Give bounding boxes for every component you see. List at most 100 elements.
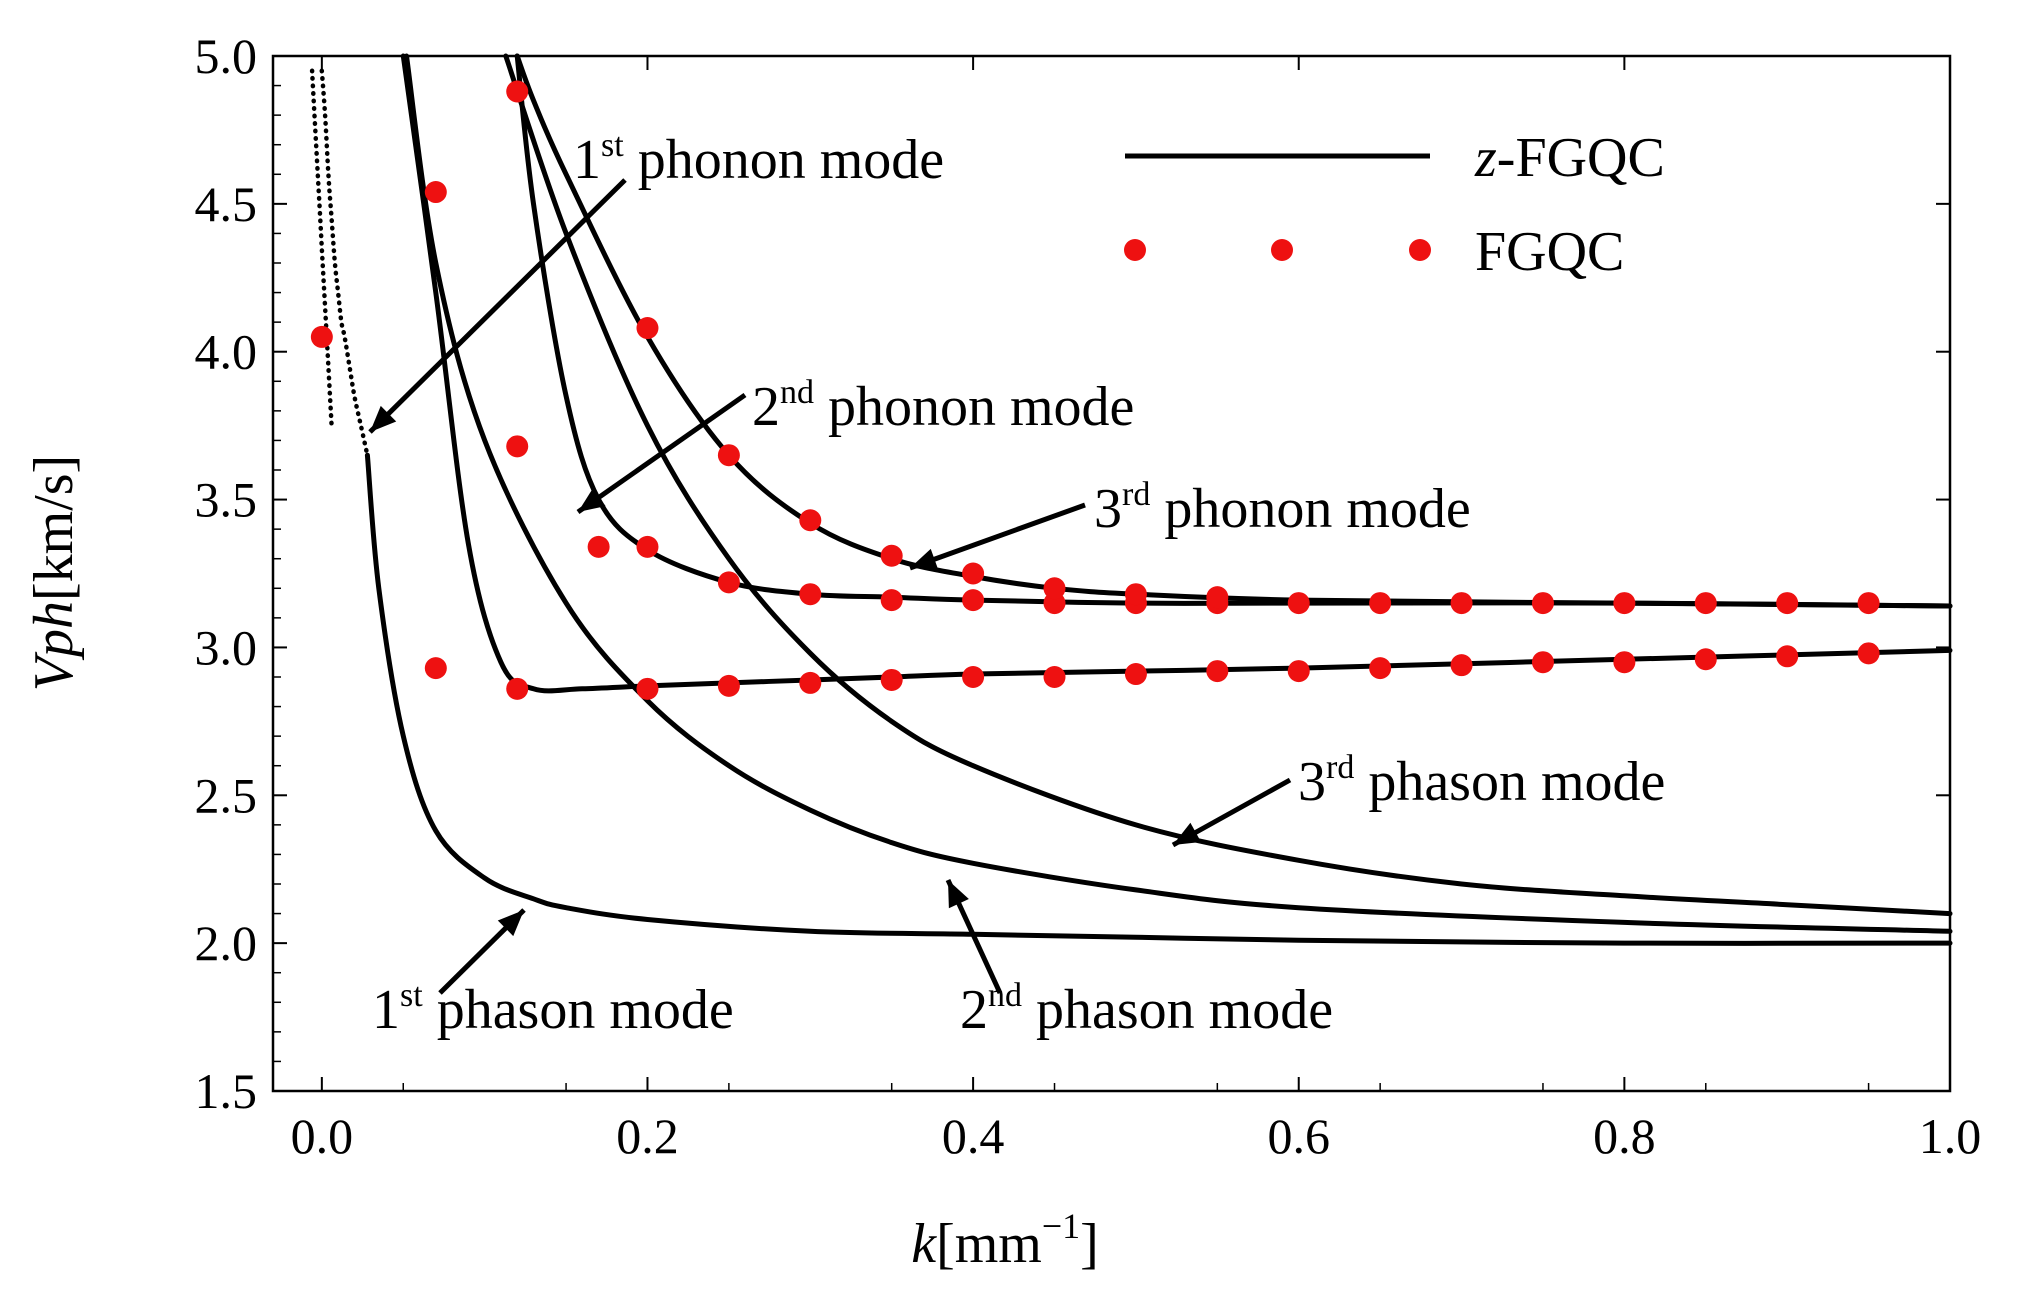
- fgqc-point: [880, 589, 903, 612]
- anno-text: phonon mode: [624, 129, 944, 191]
- annotation-arrow-head: [370, 405, 397, 432]
- x-axis-title: k[mm−1]: [911, 1206, 1099, 1275]
- curve-3rd-phonon-mode: [514, 53, 1953, 609]
- anno-sup: rd: [1122, 476, 1150, 513]
- anno-ord: 1: [573, 129, 601, 191]
- legend-dot-swatch: [1124, 239, 1146, 261]
- anno-ord: 2: [752, 376, 780, 438]
- annotation-2nd-phason: 2nd phason mode: [960, 977, 1333, 1041]
- fgqc-point: [506, 677, 529, 700]
- fgqc-point: [1776, 592, 1799, 615]
- fgqc-point: [1450, 592, 1473, 615]
- fgqc-point: [1206, 660, 1229, 683]
- fgqc-point: [587, 535, 610, 558]
- plot-frame: [271, 54, 1952, 1093]
- curve-3rd-phason-mode: [503, 53, 1953, 917]
- fgqc-point: [717, 571, 740, 594]
- svg-text:1st phonon mode: 1st phonon mode: [573, 127, 944, 191]
- fgqc-point: [636, 677, 659, 700]
- legend-dot-swatch: [1271, 239, 1293, 261]
- x-axis-unit: [mm: [936, 1213, 1042, 1275]
- annotation-arrow-head: [497, 910, 524, 937]
- curve-2nd-phason-mode: [404, 53, 1953, 934]
- anno-sup: rd: [1326, 749, 1354, 786]
- annotation-arrows: [368, 178, 1292, 995]
- fgqc-point: [636, 535, 659, 558]
- annotation-arrow-shaft: [368, 178, 627, 434]
- y-tick-label: 2.0: [195, 915, 258, 971]
- svg-text:1st phason mode: 1st phason mode: [372, 977, 734, 1041]
- y-axis-title: Vph[km/s]: [23, 455, 85, 691]
- fgqc-point: [1694, 648, 1717, 671]
- anno-sup: nd: [988, 977, 1022, 1014]
- fgqc-point: [310, 325, 333, 348]
- fgqc-point: [1124, 583, 1147, 606]
- legend-label-rest: -FGQC: [1497, 127, 1665, 189]
- x-tick-label: 0.4: [942, 1108, 1005, 1164]
- annotation-1st-phason: 1st phason mode: [372, 977, 734, 1041]
- x-axis-close: ]: [1080, 1213, 1099, 1275]
- fgqc-point: [424, 657, 447, 680]
- fgqc-points: [310, 80, 1880, 700]
- fgqc-point: [1857, 592, 1880, 615]
- curve-1st-phonon-mode: [319, 68, 370, 458]
- anno-ord: 3: [1094, 478, 1122, 540]
- y-tick-label: 3.0: [195, 619, 258, 675]
- anno-text: phason mode: [1354, 751, 1665, 813]
- y-tick-label: 4.0: [195, 324, 258, 380]
- svg-text:2nd phonon mode: 2nd phonon mode: [752, 374, 1134, 438]
- y-axis-unit: [km/s]: [23, 455, 85, 601]
- y-axis-var: Vph: [23, 601, 85, 691]
- fgqc-point: [1043, 577, 1066, 600]
- fgqc-point: [962, 589, 985, 612]
- fgqc-point: [799, 509, 822, 532]
- legend: z-FGQC FGQC: [1124, 127, 1665, 283]
- annotation-3rd-phason: 3rd phason mode: [1298, 749, 1665, 813]
- annotation-arrow-head: [948, 880, 969, 909]
- fgqc-point: [962, 666, 985, 688]
- annotation-1st-phonon: 1st phonon mode: [573, 127, 944, 191]
- x-tick-label: 0.0: [291, 1108, 354, 1164]
- legend-dot-swatch: [1409, 239, 1431, 261]
- fgqc-point: [1857, 642, 1880, 665]
- annotation-2nd-phonon: 2nd phonon mode: [752, 374, 1134, 438]
- anno-sup: st: [400, 977, 423, 1014]
- fgqc-point: [506, 435, 529, 458]
- y-tick-label: 3.5: [195, 472, 258, 528]
- annotation-arrow-shaft: [576, 392, 747, 515]
- anno-text: phonon mode: [1150, 478, 1470, 540]
- fgqc-point: [717, 674, 740, 697]
- fgqc-point: [424, 181, 447, 204]
- x-tick-label: 0.6: [1267, 1108, 1330, 1164]
- x-tick-label: 1.0: [1919, 1108, 1982, 1164]
- annotation-arrow-shaft: [909, 502, 1086, 571]
- anno-sup: nd: [780, 374, 814, 411]
- y-tick-label: 5.0: [195, 28, 258, 84]
- y-tick-label: 4.5: [195, 176, 258, 232]
- svg-text:3rd phonon mode: 3rd phonon mode: [1094, 476, 1471, 540]
- fgqc-point: [1613, 592, 1636, 615]
- anno-text: phonon mode: [814, 376, 1134, 438]
- anno-sup: st: [601, 127, 624, 164]
- anno-ord: 3: [1298, 751, 1326, 813]
- anno-ord: 2: [960, 979, 988, 1041]
- anno-ord: 1: [372, 979, 400, 1041]
- legend-label-fgqc: FGQC: [1475, 221, 1624, 283]
- fgqc-point: [799, 671, 822, 694]
- annotation-3rd-phonon: 3rd phonon mode: [1094, 476, 1471, 540]
- fgqc-point: [1206, 586, 1229, 609]
- legend-label-italic: z: [1474, 127, 1497, 189]
- fgqc-point: [799, 583, 822, 606]
- annotation-arrow-head: [910, 548, 939, 570]
- x-axis-var: k: [911, 1213, 937, 1275]
- curves: [309, 53, 1953, 946]
- annotation-arrow-head: [1173, 822, 1202, 845]
- y-tick-label: 1.5: [195, 1063, 258, 1119]
- fgqc-point: [880, 668, 903, 691]
- curve-1st-phonon-mode-branch: [309, 68, 334, 428]
- fgqc-point: [1531, 651, 1554, 674]
- fgqc-point: [1043, 666, 1066, 688]
- fgqc-point: [1694, 592, 1717, 615]
- anno-text: phason mode: [1022, 979, 1333, 1041]
